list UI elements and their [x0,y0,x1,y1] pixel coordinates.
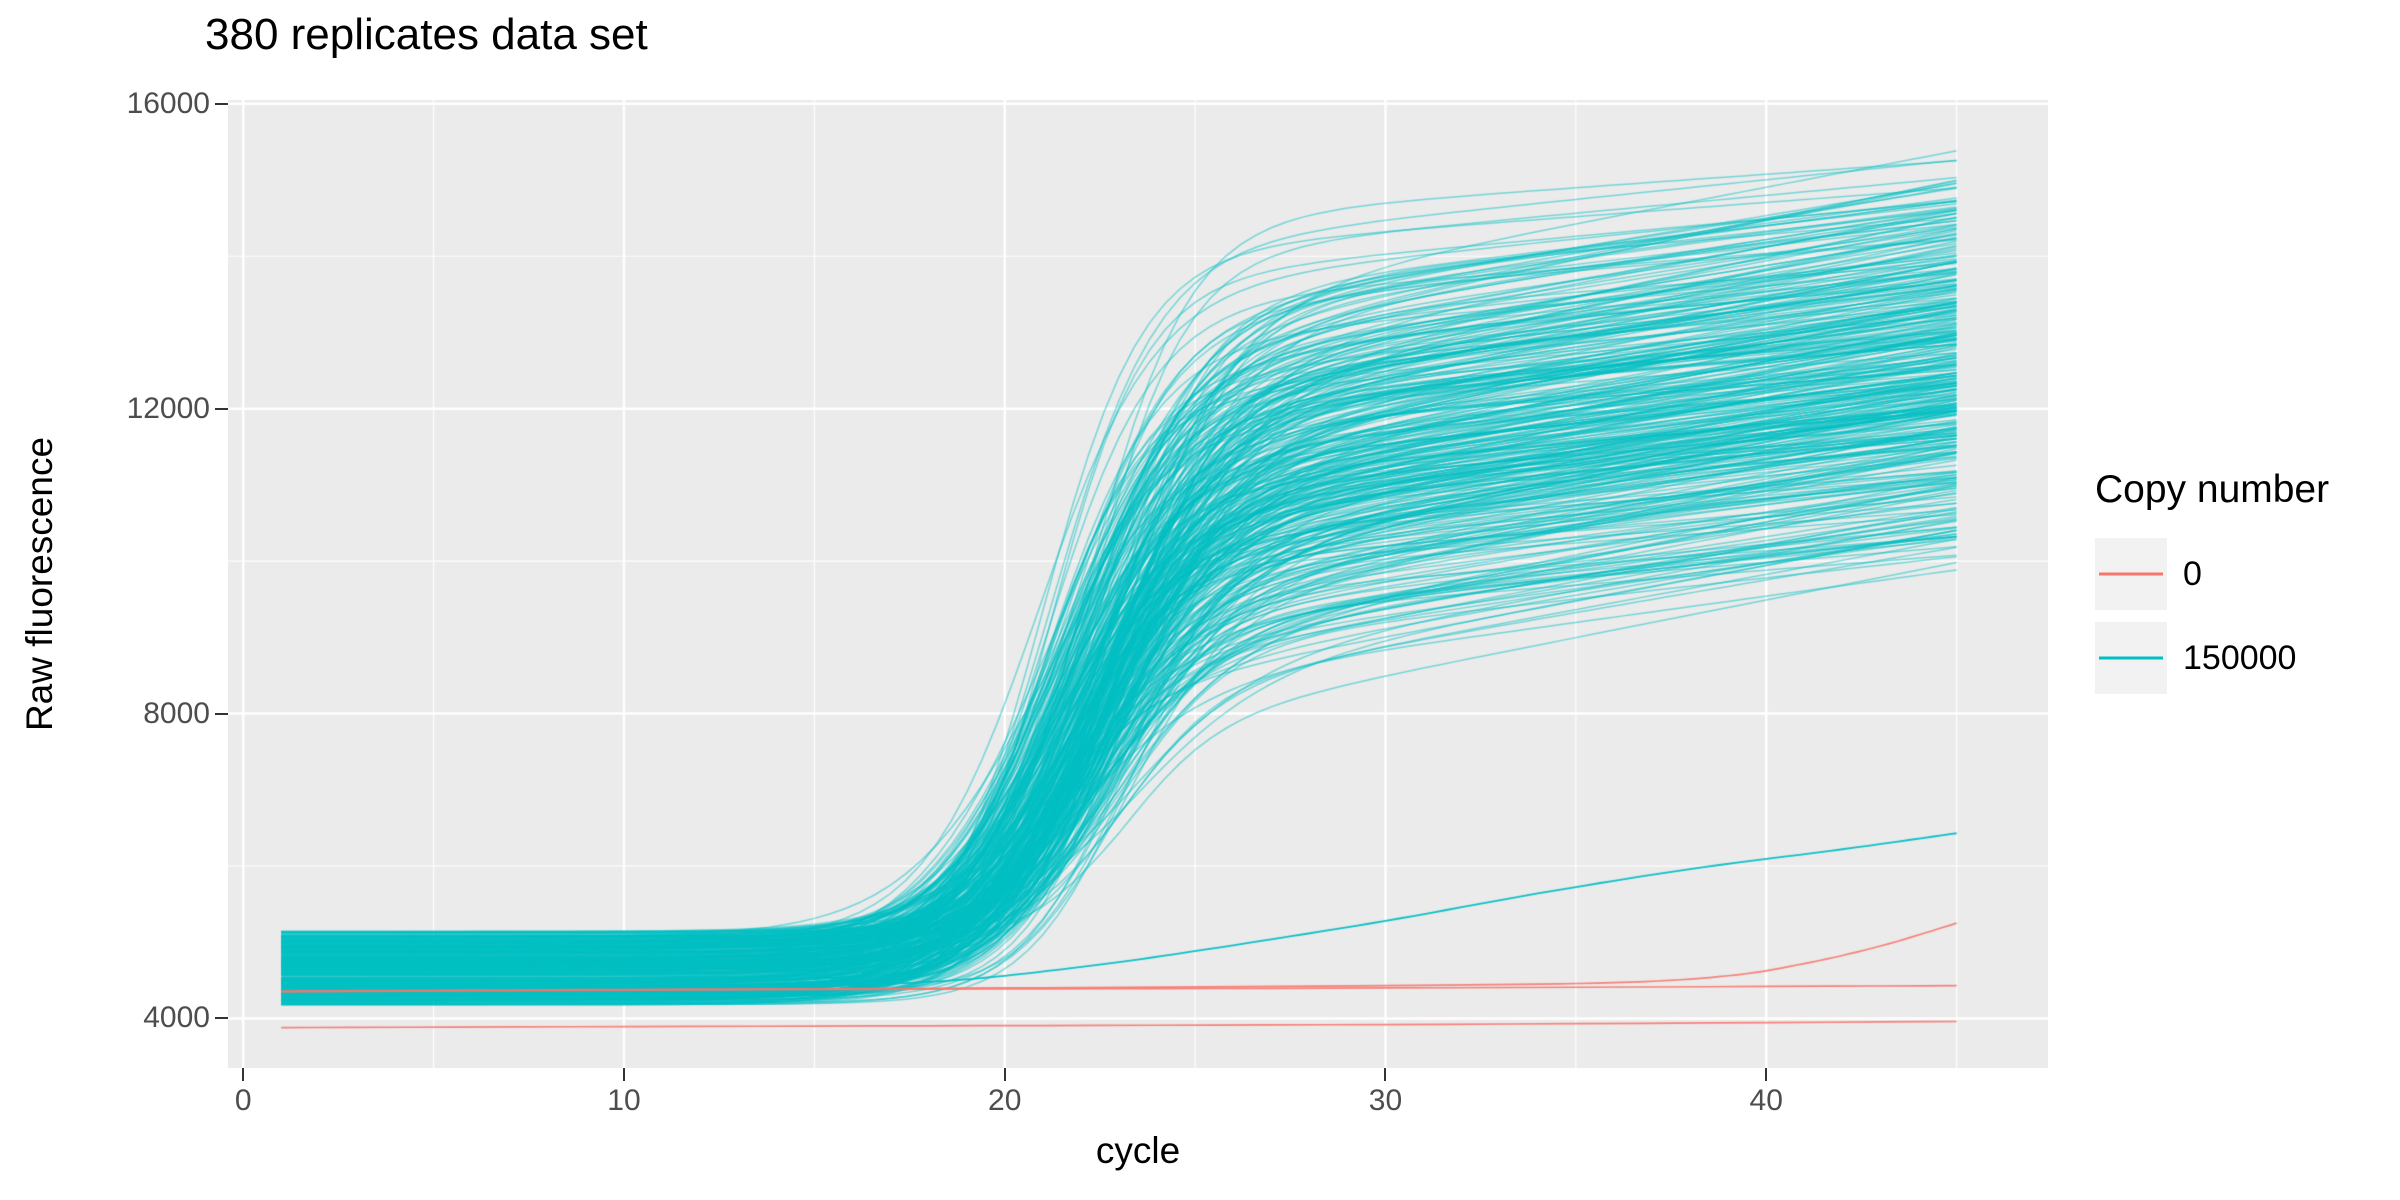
x-tick-mark [1003,1068,1006,1081]
x-tick-label: 40 [1749,1084,1783,1117]
x-tick-label: 10 [607,1084,641,1117]
plot-panel [228,100,2048,1068]
x-tick-label: 30 [1368,1084,1403,1117]
legend-key [2095,538,2167,610]
legend-line-sample [2099,572,2163,576]
y-axis-title: Raw fluorescence [19,436,60,732]
y-tick-label: 8000 [143,696,210,730]
chart-title: 380 replicates data set [205,10,648,59]
x-tick-mark [1765,1068,1768,1081]
x-tick-mark [622,1068,625,1081]
x-axis-title: cycle [1095,1130,1181,1171]
y-tick-mark [215,1017,228,1020]
legend-entry-label: 150000 [2183,638,2297,677]
legend-entry-label: 0 [2183,554,2202,593]
x-tick-mark [242,1068,245,1081]
y-tick-label: 4000 [143,1001,210,1035]
x-tick-label: 20 [988,1084,1022,1117]
x-tick-mark [1384,1068,1387,1081]
x-tick-label: 0 [234,1084,252,1117]
y-tick-label: 12000 [126,391,210,425]
y-tick-label: 16000 [126,86,210,120]
y-tick-mark [215,407,228,410]
y-tick-mark [215,102,228,105]
legend-entry: 0 [2095,538,2329,610]
y-tick-mark [215,712,228,715]
legend-entry: 150000 [2095,622,2329,694]
legend-key [2095,622,2167,694]
legend-title: Copy number [2095,468,2330,511]
legend-line-sample [2099,656,2163,660]
legend: Copy number 0 150000 [2095,468,2329,706]
